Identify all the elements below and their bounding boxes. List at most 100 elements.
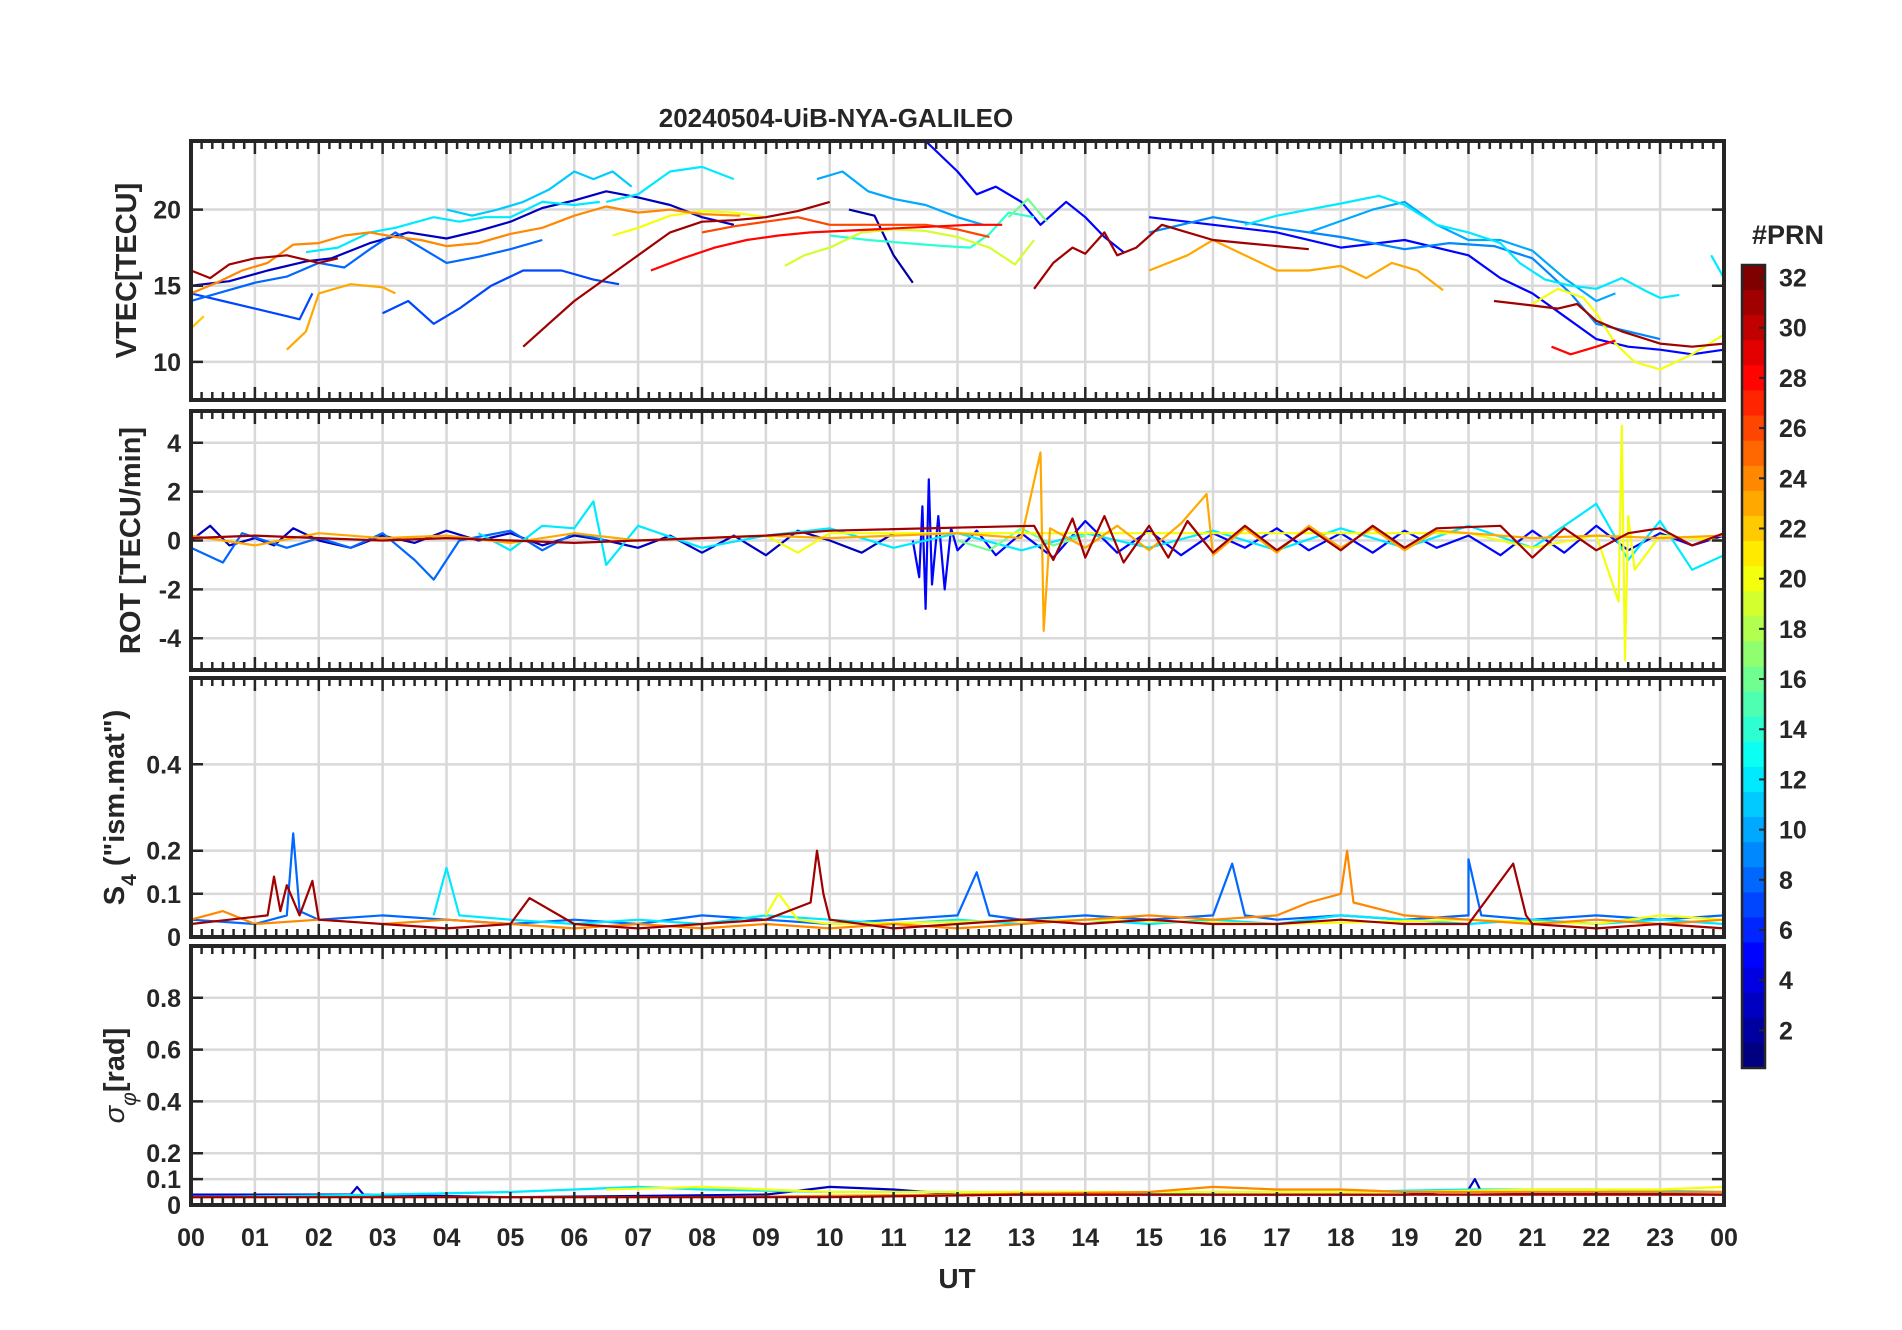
y-tick-label: 0.1 — [146, 881, 181, 909]
x-tick-label: 05 — [496, 1224, 524, 1252]
colorbar-tick-label: 4 — [1779, 967, 1793, 995]
series-line-prn-10 — [816, 170, 984, 226]
x-tick-label: 15 — [1135, 1224, 1163, 1252]
x-tick-label: 21 — [1518, 1224, 1546, 1252]
y-tick-label: 10 — [153, 349, 181, 377]
series-line-prn-19 — [784, 228, 1035, 267]
x-axis-label: UT — [938, 1263, 975, 1294]
x-tick-label: 00 — [177, 1224, 205, 1252]
y-tick-label: 0.1 — [146, 1166, 181, 1194]
colorbar-tick-label: 30 — [1779, 315, 1807, 343]
y-tick-label: 0.2 — [146, 1140, 181, 1168]
series-line-prn-10 — [1308, 200, 1616, 303]
series-line-prn-12 — [1710, 254, 1724, 279]
colorbar-tick-label: 12 — [1779, 766, 1807, 794]
panel-3: 0 0.1 0.2 0.4S4 ("ism.mat") — [99, 676, 1726, 952]
series-line-prn-12 — [1244, 194, 1680, 299]
y-axis-label: σφ[rad] — [99, 1028, 141, 1124]
series-line-prn-31 — [191, 849, 1724, 930]
series-line-prn-9 — [1148, 216, 1661, 341]
y-axis-label: ROT [TECU/min] — [115, 427, 147, 654]
x-tick-label: 23 — [1646, 1224, 1674, 1252]
colorbar-tick-label: 10 — [1779, 817, 1807, 845]
panel-4: 00.10.2 0.4 0.6 0.8σφ[rad] — [99, 944, 1726, 1220]
y-tick-label: 0.8 — [146, 985, 181, 1013]
series-line-prn-28 — [650, 223, 1003, 272]
series-line-prn-11 — [446, 170, 633, 217]
colorbar-tick-label: 24 — [1779, 465, 1807, 493]
series-line-prn-20 — [612, 210, 767, 237]
series-line-prn-31 — [191, 254, 339, 280]
series-line-prn-20 — [765, 424, 1724, 662]
colorbar-tick-label: 32 — [1779, 265, 1807, 293]
x-tick-label: 08 — [688, 1224, 716, 1252]
series-line-prn-24 — [191, 205, 741, 295]
axes-frame — [189, 944, 1726, 1207]
series-line-prn-7 — [191, 292, 314, 321]
colorbar-tick-label: 16 — [1779, 666, 1807, 694]
colorbar-tick-label: 2 — [1779, 1017, 1793, 1045]
colorbar-tick-label: 8 — [1779, 867, 1793, 895]
x-tick-label: 13 — [1007, 1224, 1035, 1252]
x-tick-label: 16 — [1199, 1224, 1227, 1252]
y-tick-label: 0.2 — [146, 838, 181, 866]
y-tick-label: 4 — [167, 430, 181, 458]
series-line-prn-12 — [477, 500, 1724, 571]
colorbar-tick-label: 26 — [1779, 415, 1807, 443]
x-tick-label: 12 — [944, 1224, 972, 1252]
axes-frame — [189, 409, 1726, 672]
axes-frame — [189, 139, 1726, 402]
x-tick-label: 18 — [1327, 1224, 1355, 1252]
colorbar-title: #PRN — [1752, 220, 1824, 250]
series-line-prn-23 — [1148, 238, 1444, 292]
colorbar-frame — [1740, 263, 1767, 1070]
series-line-prn-22 — [191, 315, 205, 330]
y-tick-label: 0.6 — [146, 1037, 181, 1065]
series-line-prn-23 — [286, 283, 396, 351]
x-tick-label: 11 — [880, 1224, 907, 1252]
series-line-prn-2 — [848, 208, 914, 284]
series-line-prn-31 — [1033, 223, 1309, 290]
x-tick-label: 03 — [369, 1224, 397, 1252]
series-line-prn-3 — [191, 524, 895, 557]
x-tick-label: 14 — [1071, 1224, 1099, 1252]
series-line-prn-31 — [522, 200, 831, 348]
series-line-prn-12 — [305, 200, 600, 254]
panel-1: 10 15 20 VTEC[TECU] — [111, 139, 1726, 402]
x-tick-label: 04 — [433, 1224, 461, 1252]
x-tick-label: 07 — [624, 1224, 652, 1252]
series-line-prn-8 — [191, 832, 1724, 926]
series-line-prn-31 — [191, 514, 1724, 564]
colorbar-tick-label: 28 — [1779, 365, 1807, 393]
colorbar-tick-label: 18 — [1779, 616, 1807, 644]
series-line-prn-16 — [957, 527, 1086, 552]
series-line-prn-31 — [1493, 299, 1724, 348]
y-axis-label: S4 ("ism.mat") — [99, 710, 141, 906]
series-line-prn-3 — [191, 190, 735, 287]
y-tick-label: 0.4 — [146, 751, 181, 779]
x-tick-label: 09 — [752, 1224, 780, 1252]
series-line-prn-23 — [191, 451, 1724, 633]
y-tick-label: -4 — [159, 625, 181, 653]
x-tick-label: 00 — [1710, 1224, 1738, 1252]
colorbar-tick-label: 20 — [1779, 566, 1807, 594]
colorbar-tick-label: 6 — [1779, 917, 1793, 945]
series-line-prn-7 — [382, 269, 620, 325]
series-line-prn-8 — [191, 231, 543, 303]
y-tick-label: 0 — [167, 924, 181, 952]
y-tick-label: 20 — [153, 197, 181, 225]
y-tick-label: -2 — [159, 576, 181, 604]
series-line-prn-20 — [1531, 287, 1724, 371]
chart-title: 20240504-UiB-NYA-GALILEO — [659, 103, 1014, 133]
y-tick-label: 2 — [167, 479, 181, 507]
x-tick-label: 10 — [816, 1224, 844, 1252]
series-line-prn-16 — [1007, 197, 1048, 223]
axes-frame — [189, 676, 1726, 939]
x-tick-label: 22 — [1582, 1224, 1610, 1252]
series-line-prn-5 — [924, 141, 1125, 254]
series-line-prn-3 — [191, 1177, 1724, 1199]
x-tick-label: 06 — [560, 1224, 588, 1252]
